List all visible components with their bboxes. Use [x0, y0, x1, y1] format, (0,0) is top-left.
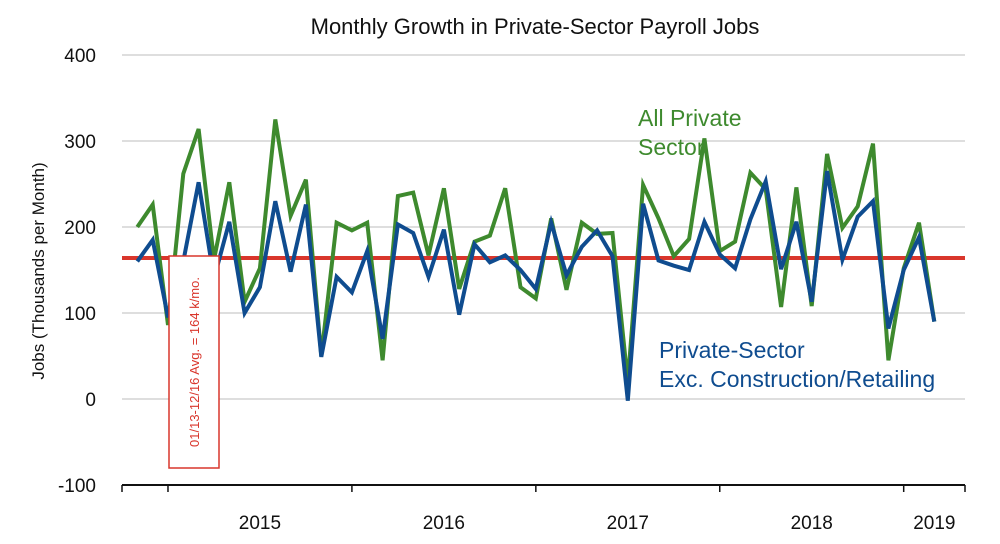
average-label-box: 01/13-12/16 Avg. = 164 k/mo.	[168, 255, 220, 469]
y-tick-label: 100	[64, 304, 96, 325]
y-tick-label: 200	[64, 218, 96, 239]
x-tick-label: 2018	[791, 513, 833, 534]
series-lines	[135, 119, 937, 401]
series-annotation-1: Private-Sector Exc. Construction/Retailin…	[659, 337, 935, 392]
average-label-frame	[168, 255, 220, 469]
series-annotations: All Private Sector Private-Sector Exc. Cons…	[638, 105, 935, 392]
y-tick-label: 300	[64, 132, 96, 153]
y-tick-label: -100	[58, 476, 96, 497]
y-tick-label: 400	[64, 46, 96, 67]
y-tick-labels: 400 300 200 100 0 -100	[58, 46, 96, 497]
x-tick-label: 2015	[239, 513, 281, 534]
x-tick-label: 2017	[607, 513, 649, 534]
series-line-1	[135, 170, 937, 401]
x-tick-label: 2019	[913, 513, 955, 534]
y-axis-label: Jobs (Thousands per Month)	[29, 162, 48, 379]
average-label: 01/13-12/16 Avg. = 164 k/mo.	[187, 277, 202, 447]
series-annotation-0: All Private Sector	[638, 105, 742, 160]
x-tick-label: 2016	[423, 513, 465, 534]
y-tick-label: 0	[85, 390, 96, 411]
x-axis: 2015 2016 2017 2018 2019	[121, 484, 966, 534]
chart-title: Monthly Growth in Private-Sector Payroll…	[311, 14, 760, 39]
series-line-0	[135, 119, 937, 383]
